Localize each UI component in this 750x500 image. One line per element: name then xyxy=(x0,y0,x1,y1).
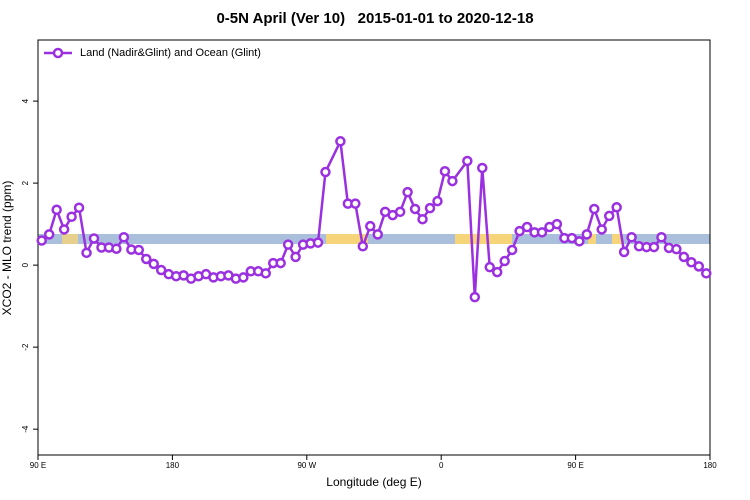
data-point xyxy=(701,268,712,279)
data-point xyxy=(350,198,361,209)
data-point xyxy=(574,236,585,247)
x-tick-label: 180 xyxy=(703,461,717,470)
data-point xyxy=(58,224,70,235)
data-point xyxy=(469,291,481,303)
data-point xyxy=(477,162,488,174)
data-point xyxy=(118,231,130,243)
data-point xyxy=(514,225,525,237)
legend-marker xyxy=(52,47,64,59)
data-point xyxy=(260,268,271,279)
data-point xyxy=(439,165,451,177)
data-point xyxy=(148,258,159,270)
y-tick-label: 4 xyxy=(21,98,30,103)
data-point xyxy=(238,272,249,283)
data-point xyxy=(357,241,369,252)
x-tick-label: 90 W xyxy=(297,461,316,470)
data-point xyxy=(402,186,413,198)
data-point xyxy=(409,203,421,215)
data-point xyxy=(603,210,615,222)
x-tick-label: 90 E xyxy=(567,461,583,470)
data-point xyxy=(678,251,690,263)
data-point xyxy=(626,231,637,243)
chart-title: 0-5N April (Ver 10) 2015-01-01 to 2020-1… xyxy=(216,10,533,27)
surface-strip xyxy=(38,234,710,244)
data-point xyxy=(88,233,100,244)
data-point xyxy=(155,264,167,276)
data-point xyxy=(581,229,593,240)
data-point xyxy=(484,261,495,273)
data-point xyxy=(536,227,548,238)
data-point xyxy=(335,136,346,147)
data-point xyxy=(506,244,518,256)
data-point xyxy=(372,229,383,240)
x-tick-label: 180 xyxy=(166,461,180,470)
y-axis-label: XCO2 - MLO trend (ppm) xyxy=(0,181,14,316)
data-point xyxy=(589,203,600,215)
data-point xyxy=(320,166,331,178)
legend-label: Land (Nadir&Glint) and Ocean (Glint) xyxy=(80,47,261,59)
data-point xyxy=(36,235,47,246)
x-tick-label: 0 xyxy=(439,461,444,470)
data-point xyxy=(432,195,443,207)
data-point xyxy=(66,211,77,222)
data-point xyxy=(462,155,473,167)
data-point xyxy=(275,257,286,269)
data-point xyxy=(43,229,55,240)
data-point xyxy=(133,244,145,256)
data-point xyxy=(656,231,667,243)
data-point xyxy=(365,220,376,232)
data-point xyxy=(81,247,92,259)
data-point xyxy=(447,175,458,187)
plot-frame xyxy=(37,39,711,456)
y-tick-label: -2 xyxy=(21,343,30,351)
data-point xyxy=(491,266,503,278)
data-point xyxy=(51,204,62,216)
data-point xyxy=(424,202,436,214)
data-point xyxy=(551,218,563,230)
x-axis-label: Longitude (deg E) xyxy=(326,475,421,489)
data-point xyxy=(521,221,533,233)
x-tick-label: 90 E xyxy=(30,461,46,470)
data-point xyxy=(73,202,85,213)
data-point xyxy=(394,206,406,218)
data-point xyxy=(417,213,428,225)
data-point xyxy=(611,202,622,213)
data-point xyxy=(499,255,510,267)
y-tick-label: 2 xyxy=(21,180,30,185)
data-point xyxy=(282,239,294,250)
data-point xyxy=(671,243,682,255)
data-point xyxy=(686,257,697,268)
data-point xyxy=(693,261,705,272)
data-point xyxy=(111,243,122,254)
data-point xyxy=(648,241,660,253)
data-point xyxy=(290,251,301,263)
data-point xyxy=(618,246,630,258)
data-point xyxy=(312,237,324,248)
y-tick-label: 0 xyxy=(21,262,30,267)
y-tick-label: -4 xyxy=(21,425,30,433)
data-point xyxy=(141,253,152,265)
data-point xyxy=(596,224,607,235)
